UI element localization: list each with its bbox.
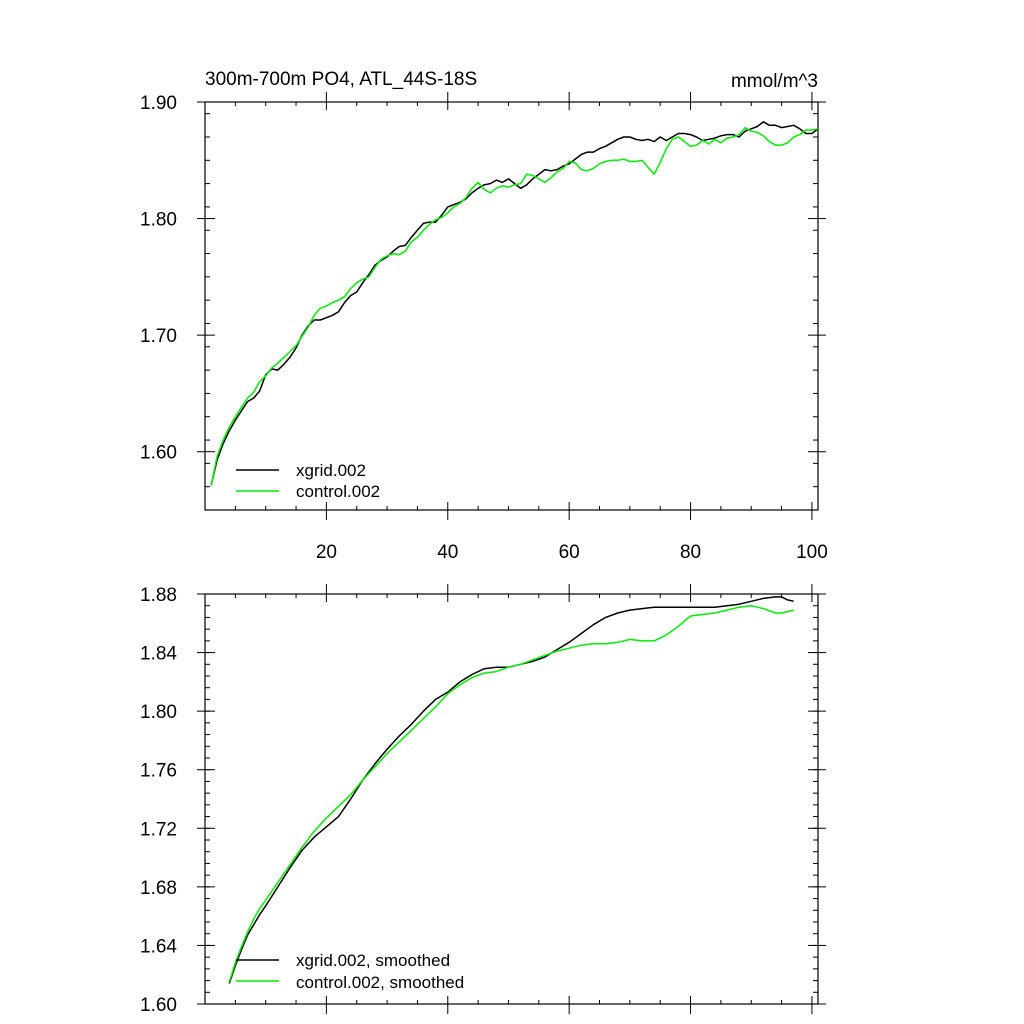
- units-label: mmol/m^3: [731, 71, 818, 92]
- y-tick-labels: 1.60 1.64 1.68 1.72 1.76 1.80 1.84 1.88: [140, 585, 177, 1016]
- y-tick-label: 1.88: [140, 585, 177, 606]
- y-tick-label: 1.72: [140, 819, 177, 840]
- x-tick-label: 60: [559, 542, 580, 563]
- series-line-control: [210, 126, 819, 486]
- y-tick-label: 1.60: [140, 443, 177, 464]
- legend-label-xgrid-smoothed: xgrid.002, smoothed: [296, 951, 450, 970]
- x-tick-label: 40: [437, 542, 458, 563]
- bottom-panel: 1.60 1.64 1.68 1.72 1.76 1.80 1.84 1.88 xgrid.0…: [140, 584, 826, 1016]
- y-tick-label: 1.84: [140, 644, 177, 665]
- y-tick-labels: 1.60 1.70 1.80 1.90: [140, 93, 177, 464]
- plot-frame: [204, 593, 819, 1005]
- series-lines: [210, 121, 819, 486]
- x-tick-label: 100: [796, 542, 828, 563]
- series-line-xgrid: [228, 596, 794, 984]
- y-tick-label: 1.80: [140, 702, 177, 723]
- y-tick-label: 1.80: [140, 210, 177, 231]
- x-tick-label: 20: [316, 542, 337, 563]
- tick-marks: [197, 584, 826, 1014]
- legend-label-control: control.002: [296, 482, 380, 501]
- series-line-control: [228, 604, 794, 983]
- series-line-xgrid: [210, 121, 819, 486]
- legend: xgrid.002 control.002: [236, 461, 380, 501]
- y-tick-label: 1.60: [140, 995, 177, 1016]
- y-tick-label: 1.70: [140, 326, 177, 347]
- x-tick-label: 80: [680, 542, 701, 563]
- x-tick-labels: 20 40 60 80 100: [316, 542, 828, 563]
- legend: xgrid.002, smoothed control.002, smoothe…: [236, 951, 464, 992]
- series-lines: [228, 596, 794, 984]
- chart-title: 300m-700m PO4, ATL_44S-18S: [205, 69, 477, 90]
- y-tick-label: 1.68: [140, 878, 177, 899]
- legend-label-xgrid: xgrid.002: [296, 461, 366, 480]
- top-panel: 300m-700m PO4, ATL_44S-18S mmol/m^3 1.60…: [140, 69, 828, 563]
- tick-marks: [197, 92, 826, 520]
- plot-frame: [204, 101, 819, 511]
- y-tick-label: 1.76: [140, 761, 177, 782]
- y-tick-label: 1.64: [140, 936, 177, 957]
- legend-label-control-smoothed: control.002, smoothed: [296, 973, 464, 992]
- y-tick-label: 1.90: [140, 93, 177, 114]
